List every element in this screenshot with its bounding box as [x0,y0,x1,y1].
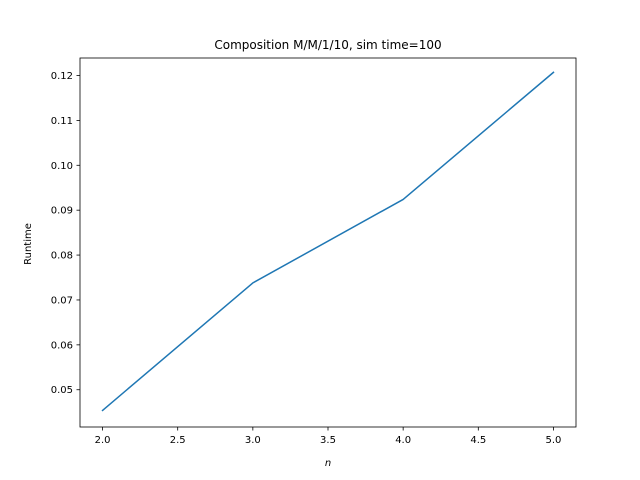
x-tick-label: 3.0 [245,435,261,446]
x-tick-label: 3.5 [320,435,336,446]
y-tick-label: 0.11 [51,116,73,127]
x-axis-label: n [325,458,331,469]
plot-area: 2.0 2.5 3.0 3.5 4.0 4.5 5.0 0.05 0.06 0.07 0.08 0.0… [51,57,577,446]
y-axis-label: Runtime [23,223,34,265]
x-tick-label: 2.0 [95,435,111,446]
x-tick-label: 4.0 [395,435,411,446]
y-tick-label: 0.09 [51,206,73,217]
y-tick-label: 0.06 [51,340,73,351]
x-tick-label: 5.0 [546,435,562,446]
x-tick-label: 2.5 [170,435,186,446]
y-tick-label: 0.12 [51,71,73,82]
y-tick-label: 0.08 [51,251,73,262]
series-line-0 [101,71,555,412]
chart-title: Composition M/M/1/10, sim time=100 [214,38,441,52]
y-tick-label: 0.07 [51,295,73,306]
y-tick-label: 0.10 [51,161,73,172]
y-tick-label: 0.05 [51,385,73,396]
x-tick-label: 4.5 [470,435,486,446]
